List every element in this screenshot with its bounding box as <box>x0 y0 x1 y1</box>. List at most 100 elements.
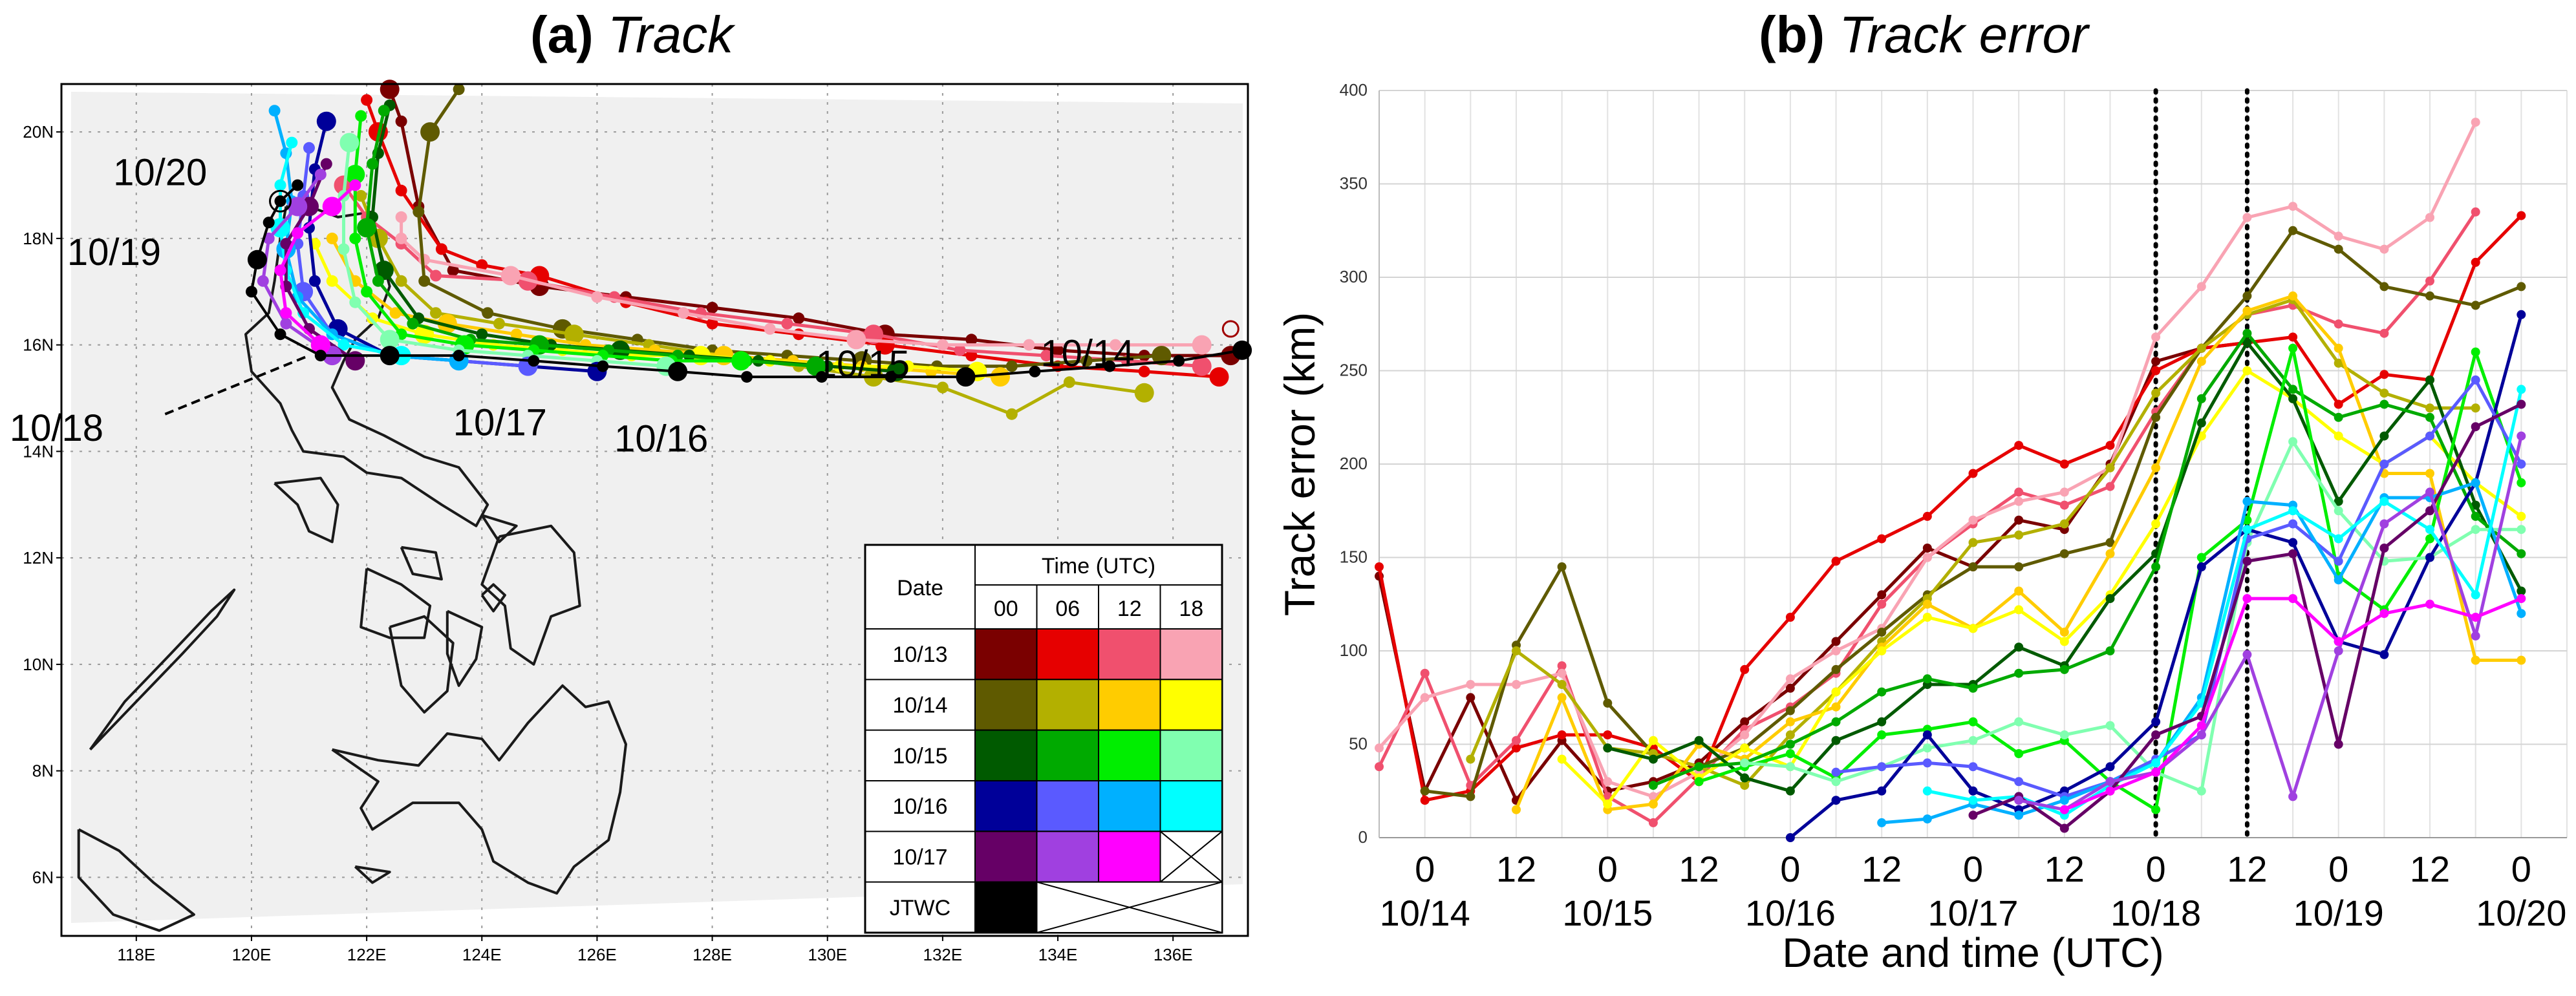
error-point <box>1877 687 1887 697</box>
error-point <box>2379 244 2389 254</box>
error-point <box>1694 739 1704 749</box>
track-point <box>280 307 292 319</box>
error-point <box>1831 796 1841 805</box>
coastline-segment <box>400 546 443 581</box>
error-point <box>2105 482 2115 491</box>
error-line <box>2063 597 2522 812</box>
error-point <box>2151 366 2161 376</box>
error-point <box>2059 460 2069 469</box>
error-point <box>1740 754 1750 764</box>
track-point <box>965 334 978 346</box>
error-point <box>2288 295 2298 304</box>
error-point <box>2242 538 2252 547</box>
track-point <box>591 291 603 303</box>
track-point <box>274 179 286 191</box>
error-point <box>2151 463 2161 472</box>
date-label: 10/17 <box>453 402 547 444</box>
error-point <box>1968 736 1978 745</box>
error-point <box>2105 590 2115 600</box>
error-hour-tick-label: 0 <box>2146 849 2166 889</box>
error-point <box>2151 730 2161 739</box>
error-point <box>2334 431 2343 441</box>
error-point <box>2014 605 2024 615</box>
error-point <box>2471 118 2480 127</box>
error-point <box>1466 781 1476 790</box>
error-point <box>1375 762 1384 772</box>
track-point <box>378 105 390 117</box>
error-hour-tick-label: 0 <box>2511 849 2531 889</box>
track-point <box>1052 344 1064 356</box>
track-point <box>361 286 373 298</box>
error-point <box>2379 282 2389 291</box>
error-date-tick-label: 10/19 <box>2293 893 2384 933</box>
legend-swatch <box>1036 780 1099 832</box>
legend-row-date: JTWC <box>890 896 950 920</box>
error-line <box>1744 440 2522 793</box>
error-point <box>2288 301 2298 310</box>
track-point <box>476 259 488 271</box>
error-point <box>1557 680 1567 689</box>
error-point <box>1785 739 1795 749</box>
error-point <box>2517 310 2526 319</box>
track-point <box>380 346 400 366</box>
legend-row-date: 10/16 <box>892 794 947 819</box>
error-point <box>1603 792 1613 801</box>
error-point <box>1648 743 1658 753</box>
error-point <box>2196 553 2206 562</box>
error-point <box>1785 749 1795 758</box>
error-point <box>2425 553 2434 562</box>
track-point <box>288 196 308 217</box>
error-hour-tick-label: 12 <box>2045 849 2085 889</box>
track-point <box>991 367 1010 387</box>
error-point <box>1968 800 1978 809</box>
track-point <box>420 122 440 142</box>
error-point <box>1877 786 1887 796</box>
error-point <box>2242 310 2252 319</box>
error-point <box>2379 609 2389 619</box>
track-point <box>453 350 465 362</box>
error-point <box>2105 460 2115 469</box>
error-point <box>2014 562 2024 571</box>
error-series <box>1968 399 2526 833</box>
error-point <box>2105 594 2115 604</box>
error-point <box>2014 642 2024 652</box>
coastline-segment <box>77 828 195 932</box>
error-point <box>1740 743 1750 753</box>
error-point <box>1968 796 1978 805</box>
error-point <box>2334 412 2343 422</box>
error-point <box>2471 525 2480 535</box>
error-point <box>2151 388 2161 398</box>
error-point <box>2105 538 2115 547</box>
error-point <box>2288 549 2298 558</box>
error-point <box>2151 332 2161 342</box>
error-point <box>2334 646 2343 655</box>
track-point <box>357 218 377 238</box>
error-point <box>2014 792 2024 801</box>
error-point <box>2014 515 2024 525</box>
track-point <box>316 111 336 131</box>
error-line <box>1377 211 2477 825</box>
date-label: 10/15 <box>816 343 910 385</box>
error-point <box>2014 496 2024 506</box>
track-point <box>956 367 976 387</box>
error-point <box>2288 437 2298 447</box>
error-series <box>1922 385 2526 820</box>
track-point <box>1023 339 1035 351</box>
error-point <box>2151 407 2161 417</box>
error-point <box>2288 792 2298 801</box>
error-series <box>1375 211 2526 805</box>
track-point <box>338 243 350 255</box>
error-point <box>2151 412 2161 422</box>
track-point <box>367 158 378 170</box>
error-point <box>2334 637 2343 646</box>
error-point <box>2471 500 2480 510</box>
error-point <box>2059 792 2069 801</box>
error-point <box>2517 511 2526 521</box>
legend-swatch <box>1098 780 1161 832</box>
error-point <box>1694 736 1704 745</box>
error-series <box>1557 366 2526 809</box>
lon-tick-label: 132E <box>923 945 963 964</box>
error-point <box>2196 357 2206 366</box>
error-point <box>1557 754 1567 764</box>
error-point <box>2471 655 2480 665</box>
